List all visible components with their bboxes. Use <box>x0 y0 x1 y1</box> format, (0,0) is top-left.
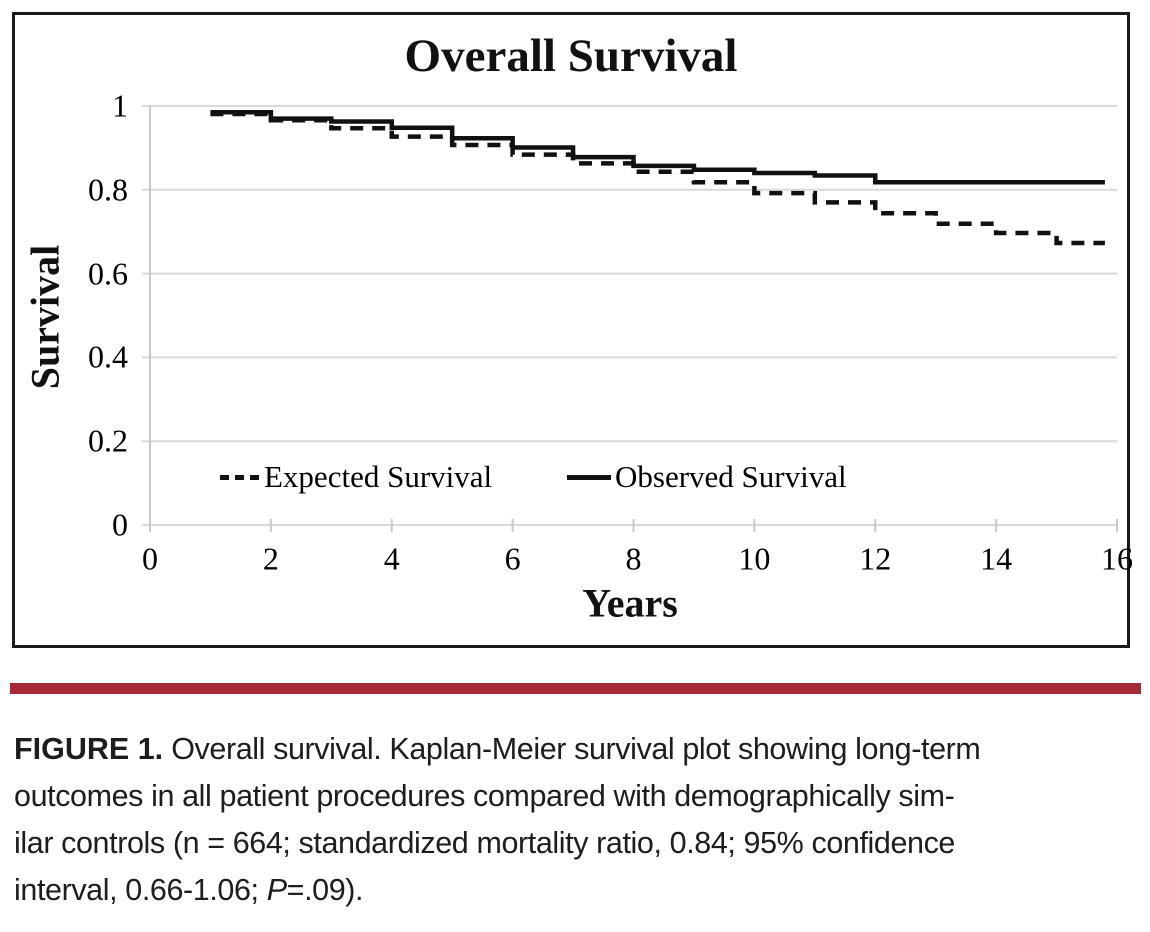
y-tick-label: 1 <box>112 87 128 124</box>
legend-label-expected: Expected Survival <box>264 459 493 494</box>
x-tick-label: 2 <box>262 540 279 577</box>
y-axis-title: Survival <box>22 244 68 390</box>
chart-frame: Overall Survival <box>12 12 1130 648</box>
legend-item-expected: Expected Survival <box>220 459 492 495</box>
x-tick-label: 4 <box>383 540 400 577</box>
x-tick-label: 14 <box>980 540 1013 577</box>
y-tick-label: 0.6 <box>88 255 128 292</box>
x-tick-label: 8 <box>625 540 642 577</box>
legend-label-observed: Observed Survival <box>615 459 847 494</box>
caption-divider-rule <box>10 683 1141 694</box>
solid-line-sample <box>567 474 611 480</box>
caption-line-1: FIGURE 1. Overall survival. Kaplan-Meier… <box>14 732 981 766</box>
y-tick-label: 0.4 <box>88 338 128 375</box>
caption-line-2: outcomes in all patient procedures compa… <box>14 779 955 813</box>
dashed-line-sample <box>220 474 260 480</box>
y-tick-label: 0.8 <box>88 171 128 208</box>
y-tick-label: 0.2 <box>88 422 128 459</box>
caption-line-4: interval, 0.66-1.06; P=.09). <box>14 873 364 907</box>
x-tick-label: 12 <box>859 540 892 577</box>
p-value-symbol: P <box>266 873 287 907</box>
x-axis-title: Years <box>582 580 678 626</box>
x-tick-label: 16 <box>1101 540 1133 577</box>
x-tick-label: 6 <box>504 540 521 577</box>
figure-caption: FIGURE 1. Overall survival. Kaplan-Meier… <box>14 726 1138 914</box>
caption-line-3: ilar controls (n = 664; standardized mor… <box>14 826 955 860</box>
figure-number-label: FIGURE 1. <box>14 732 164 766</box>
chart-title: Overall Survival <box>404 30 738 82</box>
legend-item-observed: Observed Survival <box>567 459 847 495</box>
y-tick-label: 0 <box>112 506 128 543</box>
x-tick-label: 0 <box>142 540 158 577</box>
x-tick-label: 10 <box>738 540 771 577</box>
